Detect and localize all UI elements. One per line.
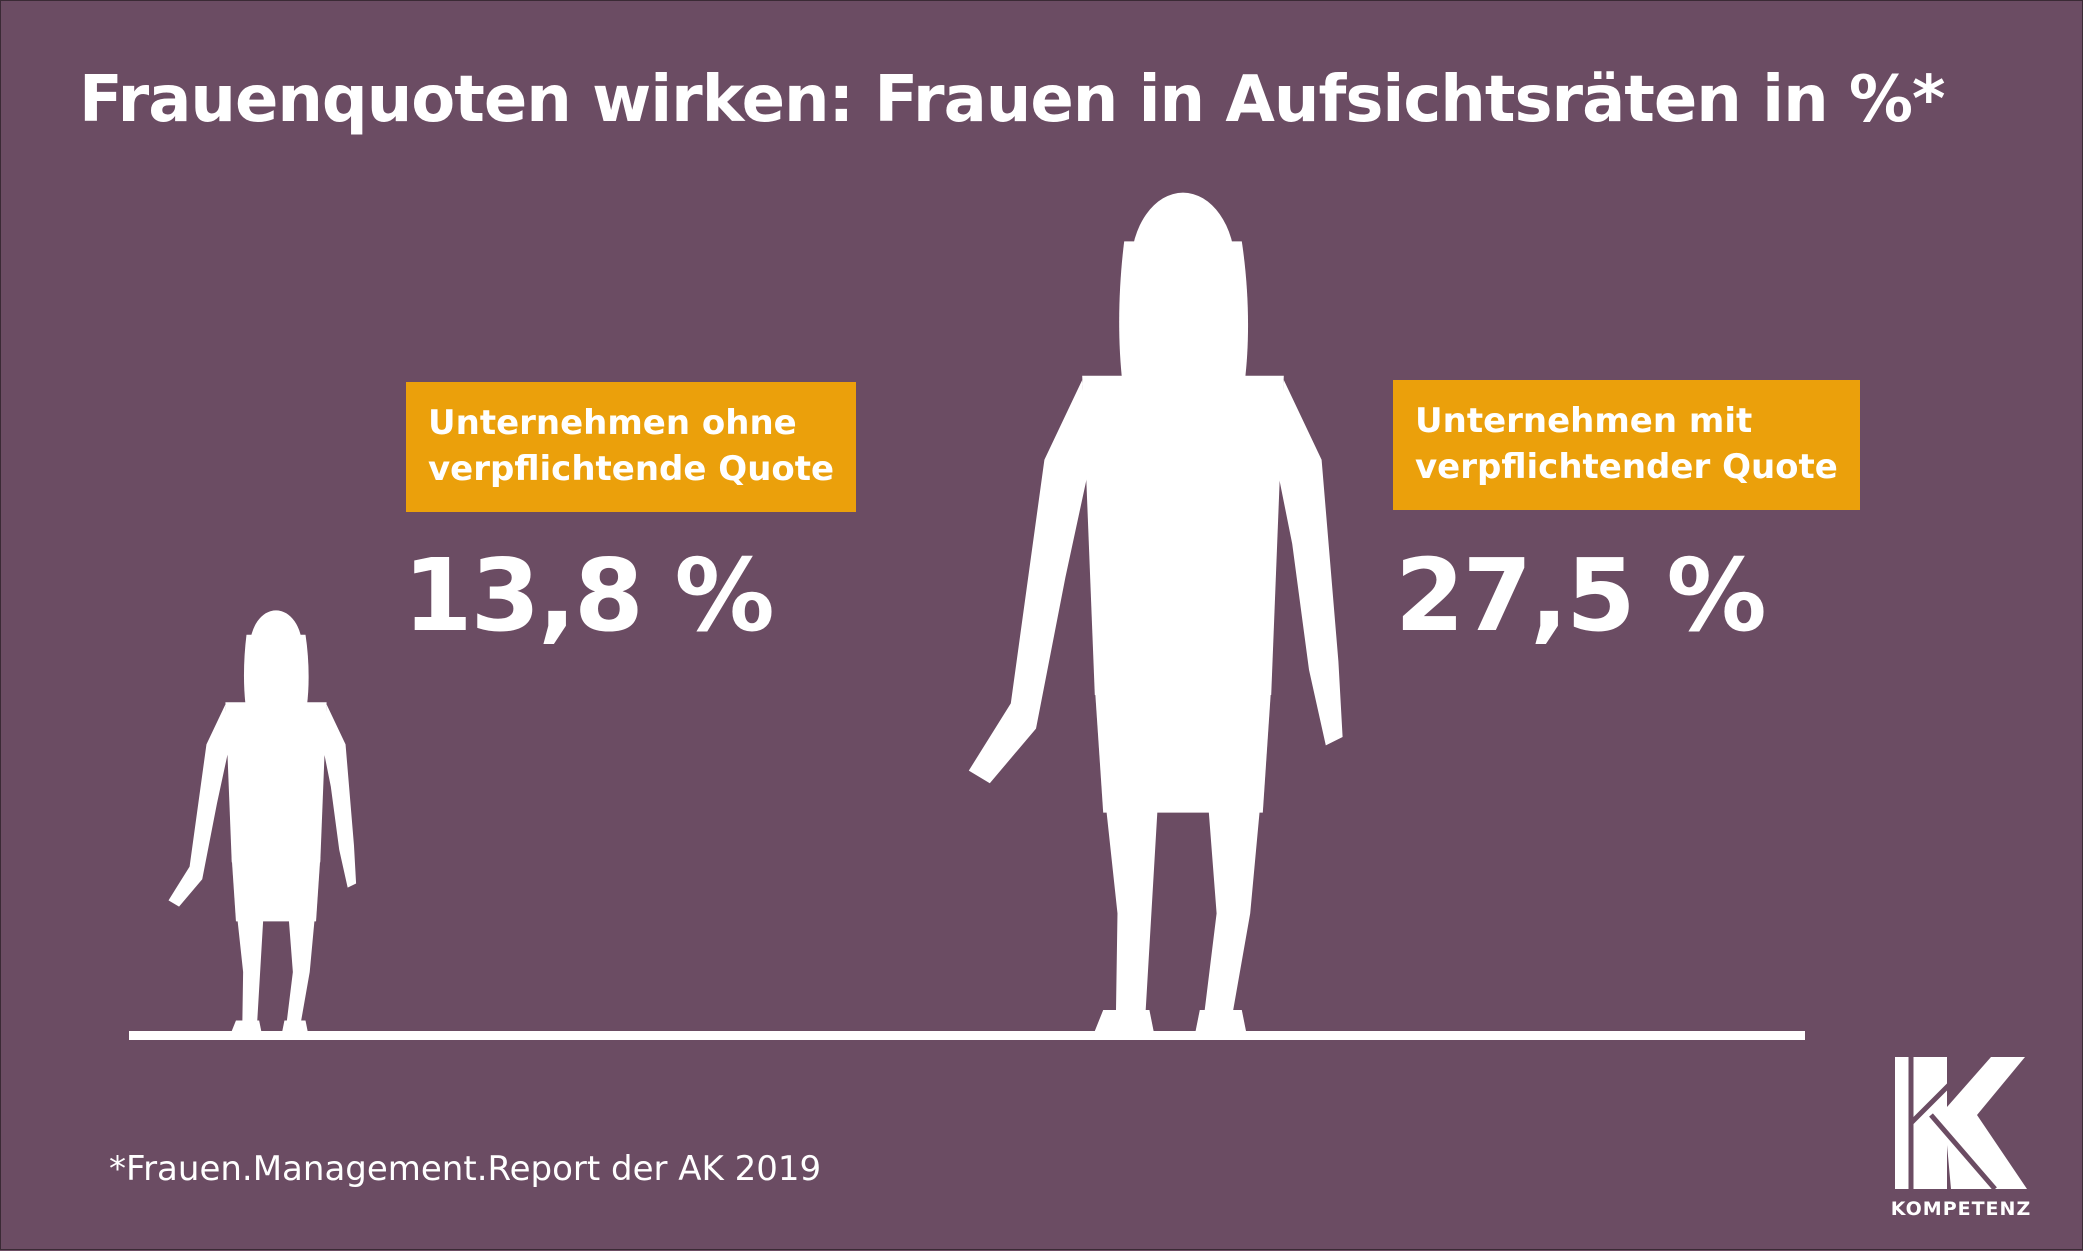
category-label-line: Unternehmen ohne (428, 403, 797, 443)
chart-title: Frauenquoten wirken: Frauen in Aufsichts… (79, 63, 1945, 137)
silhouette-part (168, 704, 229, 907)
silhouette-part (286, 917, 315, 1027)
silhouette-part (968, 380, 1089, 784)
silhouette-part (1094, 686, 1272, 813)
silhouette-part (1203, 804, 1261, 1023)
silhouette-part (231, 1020, 262, 1031)
category-label-line: verpflichtende Quote (428, 449, 835, 489)
silhouette-part (266, 681, 286, 707)
silhouette-part (1082, 375, 1284, 695)
woman-silhouette-large (968, 192, 1343, 1031)
value-label-with-quota: 27,5 % (1395, 537, 1767, 654)
silhouette-part (1195, 1010, 1246, 1031)
silhouette-part (282, 1020, 308, 1031)
silhouette-part (237, 917, 264, 1027)
baseline (129, 1031, 1805, 1040)
category-label-line: Unternehmen mit (1415, 401, 1753, 441)
category-label-without-quota: Unternehmen ohne verpflichtende Quote (406, 382, 857, 512)
woman-silhouette-small (168, 610, 357, 1031)
silhouette-part (323, 704, 357, 888)
logo-wordmark: KOMPETENZ (1890, 1198, 2032, 1220)
silhouette-part (1277, 380, 1343, 746)
silhouette-part (231, 858, 321, 922)
silhouette-part (1094, 1010, 1154, 1031)
source-footnote: *Frauen.Management.Report der AK 2019 (109, 1149, 822, 1189)
category-label-with-quota: Unternehmen mit verpflichtender Quote (1393, 380, 1860, 510)
category-label-line: verpflichtender Quote (1415, 447, 1838, 487)
kompetenz-logo (1895, 1055, 2027, 1191)
silhouette-part (1105, 804, 1158, 1023)
silhouette-part (225, 702, 327, 863)
value-label-without-quota: 13,8 % (403, 537, 775, 654)
